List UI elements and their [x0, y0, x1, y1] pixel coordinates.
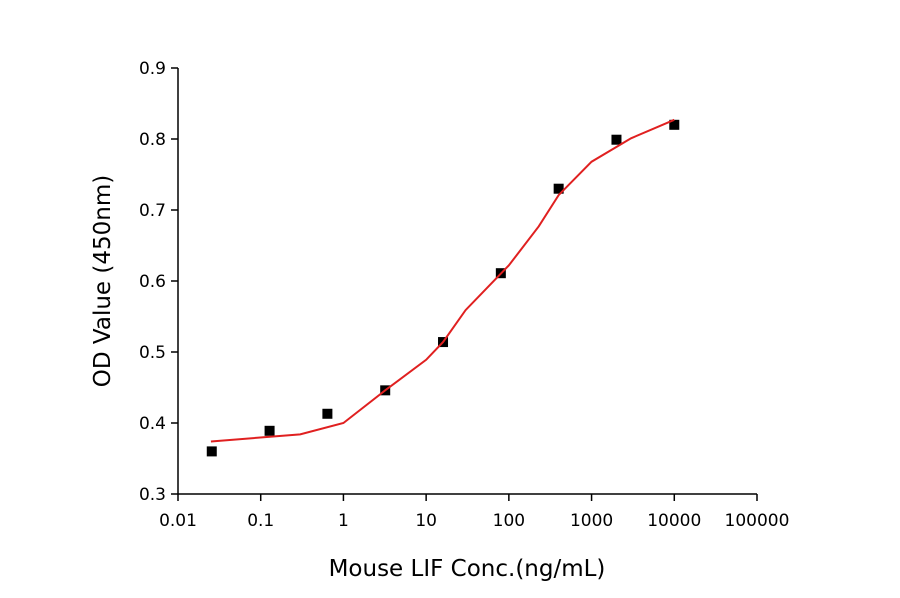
x-tick-label: 1 — [338, 511, 349, 531]
y-tick-label: 0.3 — [139, 485, 166, 505]
y-tick-label: 0.9 — [139, 59, 166, 79]
y-tick-label: 0.7 — [139, 201, 166, 221]
data-point — [611, 134, 622, 145]
data-point — [669, 119, 680, 130]
x-tick-label: 10 — [415, 511, 437, 531]
x-tick-label: 1000 — [570, 511, 613, 531]
y-tick-label: 0.5 — [139, 343, 166, 363]
x-tick-label: 100000 — [725, 511, 790, 531]
x-tick-label: 0.1 — [247, 511, 274, 531]
fit-curve — [210, 118, 675, 443]
x-tick-label: 0.01 — [159, 511, 197, 531]
data-point — [264, 425, 275, 436]
data-point — [553, 183, 564, 194]
y-tick-label: 0.8 — [139, 130, 166, 150]
x-axis-label: Mouse LIF Conc.(ng/mL) — [329, 556, 606, 582]
y-tick-label: 0.6 — [139, 272, 166, 292]
x-tick-label: 100 — [493, 511, 525, 531]
data-point — [322, 408, 333, 419]
data-point — [206, 446, 217, 457]
y-axis-label: OD Value (450nm) — [90, 175, 116, 387]
y-tick-label: 0.4 — [139, 414, 166, 434]
x-tick-label: 10000 — [647, 511, 701, 531]
